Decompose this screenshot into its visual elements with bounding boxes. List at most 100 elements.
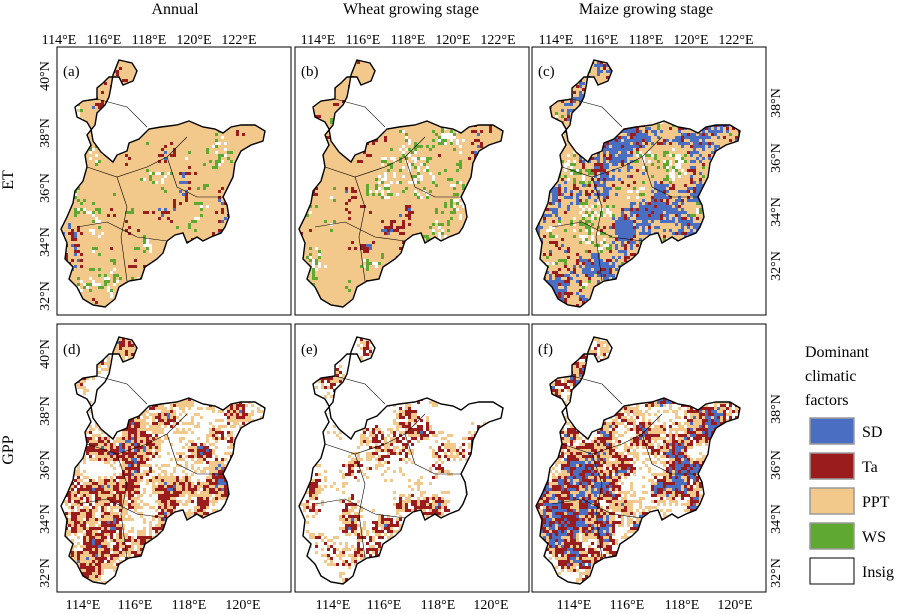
province-boundary — [551, 498, 643, 519]
left-ticks-top: 32°N 34°N 36°N 38°N 40°N — [38, 61, 53, 311]
legend-title-line-3: factors — [805, 392, 849, 409]
bottom-tick: 118°E — [421, 598, 456, 613]
top-tick: 114°E — [539, 33, 574, 48]
left-tick: 40°N — [38, 61, 53, 91]
top-tick: 114°E — [301, 33, 336, 48]
map-panel-b — [294, 46, 530, 316]
left-tick: 34°N — [38, 504, 53, 534]
column-title-maize: Maize growing stage — [579, 1, 713, 18]
province-boundary — [561, 136, 663, 178]
top-tick: 122°E — [718, 33, 753, 48]
bottom-tick: 116°E — [367, 598, 402, 613]
right-tick: 36°N — [769, 143, 784, 173]
province-boundary — [116, 176, 128, 282]
bottom-tick: 120°E — [225, 598, 260, 613]
legend-swatch-sd — [809, 417, 855, 445]
bottom-ticks-col-3: 114°E 116°E 118°E 120°E — [557, 598, 753, 613]
top-tick: 122°E — [480, 33, 515, 48]
province-boundary — [86, 413, 188, 455]
top-tick: 116°E — [584, 33, 619, 48]
legend-swatch-ws — [809, 522, 855, 550]
top-tick: 118°E — [391, 33, 426, 48]
left-tick: 38°N — [38, 118, 53, 148]
province-boundary — [314, 498, 406, 519]
province-boundary — [561, 413, 663, 455]
legend-label-insig: Insig — [862, 564, 894, 581]
province-boundary — [591, 453, 603, 559]
panel-label-d: (d) — [63, 342, 81, 358]
bottom-ticks-col-2: 114°E 116°E 118°E 120°E — [316, 598, 509, 613]
map-panel-a — [56, 46, 292, 316]
top-tick: 116°E — [87, 33, 122, 48]
left-tick: 38°N — [38, 396, 53, 426]
panel-label-a: (a) — [63, 64, 80, 80]
legend-label-sd: SD — [862, 424, 882, 441]
province-boundary — [641, 156, 698, 198]
province-boundary — [166, 156, 223, 198]
bottom-tick: 116°E — [610, 598, 645, 613]
map-panel-e — [294, 323, 530, 593]
legend-swatch-ta — [809, 452, 855, 480]
region-outline — [60, 59, 266, 308]
top-tick: 120°E — [435, 33, 470, 48]
right-tick: 34°N — [769, 197, 784, 227]
province-boundary — [354, 453, 366, 559]
top-tick: 120°E — [673, 33, 708, 48]
map-panel-d — [56, 323, 292, 593]
bottom-ticks-col-1: 114°E 116°E 118°E 120°E — [66, 598, 261, 613]
left-ticks-bottom: 32°N 34°N 36°N 38°N 40°N — [38, 339, 53, 588]
province-boundary — [404, 156, 461, 198]
legend-label-ta: Ta — [862, 459, 878, 476]
map-frame — [294, 323, 530, 593]
province-boundary — [591, 176, 603, 282]
panel-label-c: (c) — [538, 64, 555, 80]
legend-title-line-2: climatic — [805, 368, 857, 385]
bottom-tick: 114°E — [557, 598, 592, 613]
left-tick: 36°N — [38, 450, 53, 480]
province-boundary — [116, 453, 128, 559]
column-title-annual: Annual — [151, 1, 199, 18]
region-outline — [60, 336, 266, 585]
bottom-tick: 114°E — [316, 598, 351, 613]
province-boundary — [551, 221, 643, 242]
bottom-tick: 118°E — [172, 598, 207, 613]
top-tick: 122°E — [221, 33, 256, 48]
legend: Dominant climatic factors SD Ta PPT WS I… — [805, 344, 894, 585]
map-panel-f — [531, 323, 767, 593]
legend-swatch-insig — [809, 557, 855, 585]
province-boundary — [354, 176, 366, 282]
legend-label-ppt: PPT — [862, 494, 890, 511]
bottom-tick: 120°E — [717, 598, 752, 613]
right-ticks-bottom: 32°N 34°N 36°N 38°N — [769, 394, 784, 588]
legend-swatch-ppt — [809, 487, 855, 515]
bottom-tick: 116°E — [118, 598, 153, 613]
top-tick: 118°E — [629, 33, 664, 48]
right-tick: 32°N — [769, 251, 784, 281]
top-tick: 116°E — [346, 33, 381, 48]
top-ticks-col-2: 114°E 116°E 118°E 120°E 122°E — [301, 33, 516, 48]
region-outline — [298, 59, 504, 308]
top-ticks-col-1: 114°E 116°E 118°E 120°E 122°E — [42, 33, 257, 48]
right-tick: 36°N — [769, 450, 784, 480]
right-tick: 38°N — [769, 88, 784, 118]
top-tick: 120°E — [176, 33, 211, 48]
province-boundary — [404, 433, 461, 475]
right-ticks-top: 32°N 34°N 36°N 38°N — [769, 88, 784, 281]
panel-label-f: (f) — [538, 342, 553, 358]
region-outline — [535, 59, 741, 308]
region-outline — [298, 336, 504, 585]
province-boundary — [641, 433, 698, 475]
province-boundary — [166, 433, 223, 475]
province-boundary — [76, 221, 168, 242]
left-tick: 40°N — [38, 339, 53, 369]
bottom-tick: 114°E — [66, 598, 101, 613]
legend-label-ws: WS — [862, 529, 886, 546]
left-tick: 32°N — [38, 281, 53, 311]
column-title-wheat: Wheat growing stage — [343, 1, 479, 18]
right-tick: 38°N — [769, 394, 784, 424]
region-outline — [535, 336, 741, 585]
legend-title-line-1: Dominant — [805, 344, 870, 361]
province-boundary — [324, 136, 426, 178]
province-boundary — [324, 413, 426, 455]
